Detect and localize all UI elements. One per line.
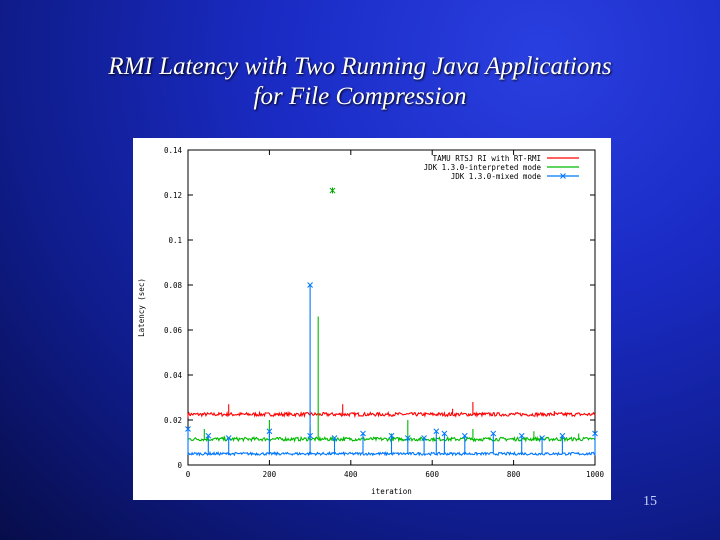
- slide-title: RMI Latency with Two Running Java Applic…: [60, 52, 660, 112]
- series-marker-3: [307, 282, 313, 288]
- title-line-1: RMI Latency with Two Running Java Applic…: [108, 53, 612, 80]
- series-marker-3: [266, 428, 273, 435]
- series-marker-3: [433, 428, 440, 435]
- series-marker-3: [461, 432, 468, 439]
- series-marker-3: [185, 426, 191, 432]
- latency-chart: 0 0.02 0.04 0.06 0.08 0.1 0.12 0.14 0 200 400 600 80…: [137, 146, 605, 496]
- y-tick-label: 0.02: [164, 416, 182, 425]
- series-marker-3: [331, 435, 338, 441]
- y-tick-label: 0.1: [168, 236, 182, 245]
- series-marker-3: [404, 435, 411, 441]
- x-tick-label: 800: [507, 470, 521, 479]
- series-marker-3: [490, 430, 497, 437]
- x-tick-label: 400: [344, 470, 358, 479]
- series-line-2: [187, 316, 596, 443]
- chart-panel: 0 0.02 0.04 0.06 0.08 0.1 0.12 0.14 0 200 400 600 80…: [133, 138, 611, 500]
- series-marker-3: [307, 432, 313, 439]
- slide-number: 15: [643, 494, 657, 509]
- series-marker-3: [360, 430, 366, 437]
- series-marker-3: [225, 435, 232, 441]
- x-axis-label: iteration: [371, 487, 412, 496]
- series-marker-3: [518, 432, 525, 439]
- series-marker-3: [539, 435, 545, 441]
- x-tick-label: 0: [186, 470, 191, 479]
- legend-marker-3: [560, 173, 566, 179]
- legend-label-2: JDK 1.3.0-interpreted mode: [424, 163, 542, 172]
- x-tick-label: 600: [425, 470, 439, 479]
- y-tick-label: 0.14: [164, 146, 183, 155]
- y-tick-label: 0.04: [164, 371, 183, 380]
- title-line-2: for File Compression: [253, 83, 467, 110]
- legend-label-1: TAMU RTSJ RI with RT-RMI: [433, 154, 541, 163]
- series-marker-3: [559, 432, 566, 439]
- series-marker-3: [421, 435, 427, 441]
- y-tick-label: 0.12: [164, 191, 182, 200]
- legend-label-3: JDK 1.3.0-mixed mode: [451, 172, 542, 181]
- series-marker-3: [441, 430, 448, 437]
- series-marker-3: [205, 432, 212, 439]
- outlier-marker: [329, 187, 336, 194]
- series-line-3: [187, 285, 596, 457]
- plot-frame: [187, 149, 596, 466]
- series-marker-3: [388, 432, 395, 439]
- series-line-1: [187, 402, 596, 419]
- y-tick-label: 0.08: [164, 281, 183, 290]
- x-tick-label: 1000: [586, 470, 605, 479]
- y-axis-label: Latency (sec): [137, 278, 146, 337]
- y-tick-label: 0: [177, 461, 182, 470]
- x-tick-label: 200: [263, 470, 277, 479]
- y-tick-label: 0.06: [164, 326, 183, 335]
- series-marker-3: [592, 430, 598, 437]
